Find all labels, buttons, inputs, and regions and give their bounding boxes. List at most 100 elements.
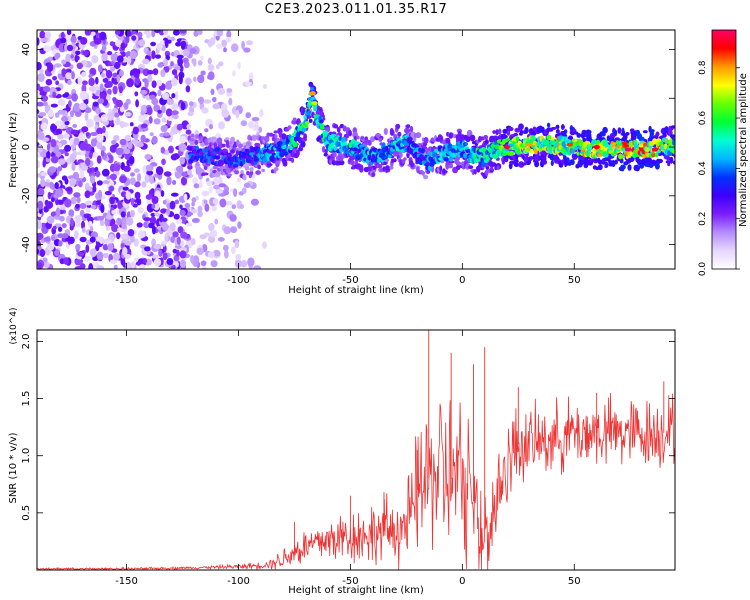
spectrogram-noise-mark (176, 54, 184, 59)
spectrogram-noise-mark (74, 230, 79, 240)
spectrogram-noise-mark (109, 196, 115, 205)
spectrogram-halo-mark (563, 129, 568, 134)
spectrogram-ridge-mark (191, 146, 197, 151)
spectrogram-noise-mark (54, 63, 62, 68)
spectrogram-halo-mark (442, 170, 448, 174)
spectrogram-noise-mark (115, 99, 124, 108)
spectrogram-ridge-mark (546, 134, 552, 141)
spectrogram-halo-mark (230, 136, 236, 143)
spectrogram-noise-mark (129, 210, 135, 218)
spectrogram-noise-mark (244, 81, 252, 86)
spectrogram-noise-mark (151, 135, 158, 145)
spectrogram-noise-mark (197, 30, 203, 35)
spectrogram-noise-mark (125, 191, 132, 200)
y-tick-label: 0.5 (21, 505, 32, 521)
spectrogram-noise-mark (58, 158, 66, 165)
spectrogram-noise-mark (145, 164, 154, 172)
spectrogram-ridge-mark (447, 143, 453, 149)
spectrogram-noise-mark (157, 89, 162, 97)
spectrogram-noise-mark (176, 236, 181, 245)
spectrogram-noise-mark (120, 191, 127, 198)
spectrogram-noise-mark (39, 30, 46, 37)
spectrogram-ridge-mark (463, 152, 468, 159)
spectrogram-halo-mark (561, 125, 565, 129)
spectrogram-halo-mark (303, 133, 307, 141)
spectrogram-noise-mark (40, 94, 49, 102)
spectrogram-noise-mark (148, 116, 153, 124)
spectrogram-noise-mark (129, 50, 137, 59)
spectrogram-halo-mark (640, 136, 645, 142)
spectrogram-noise-mark (72, 123, 78, 128)
spectrogram-noise-mark (137, 31, 143, 38)
spectrogram-halo-mark (371, 172, 376, 178)
colorbar-gradient (711, 29, 737, 270)
spectrogram-noise-mark (64, 198, 72, 208)
spectrogram-ridge-mark (298, 130, 304, 135)
spectrogram-ridge-mark (309, 100, 313, 106)
spectrogram-noise-mark (136, 173, 142, 182)
spectrogram-noise-mark (57, 109, 66, 115)
x-tick-label: -100 (227, 576, 250, 587)
snr-panel: -150 -100 -50 0 50 0.5 1.0 1.5 2.0 Height of st… (8, 307, 676, 596)
spectrogram-noise-mark (198, 96, 204, 105)
spectrogram-noise-mark (151, 97, 159, 106)
spectrogram-halo-mark (266, 132, 271, 138)
spectrogram-noise-mark (119, 69, 124, 77)
spectrogram-ridge-mark (232, 164, 239, 168)
spectrogram-noise-mark (157, 62, 164, 68)
spectrogram-noise-mark (89, 175, 96, 184)
spectrogram-ridge-mark (418, 147, 422, 152)
spectrogram-noise-mark (207, 57, 212, 65)
spectrogram-noise-mark (206, 180, 213, 187)
spectrogram-noise-mark (73, 192, 81, 198)
spectrogram-noise-mark (49, 181, 54, 189)
spectrogram-halo-mark (514, 127, 521, 133)
spectrogram-noise-mark (223, 226, 231, 235)
spectrogram-halo-mark (602, 126, 608, 134)
spectrogram-noise-mark (127, 141, 133, 150)
spectrogram-noise-mark (55, 128, 63, 136)
spectrogram-halo-mark (245, 141, 252, 147)
spectrogram-noise-mark (43, 101, 48, 107)
spectrogram-noise-mark (111, 224, 119, 233)
spectrogram-halo-mark (611, 160, 616, 167)
spectrogram-halo-mark (274, 166, 279, 172)
spectrogram-ridge-mark (235, 150, 240, 156)
spectrogram-noise-mark (160, 69, 166, 78)
spectrogram-halo-mark (292, 117, 297, 122)
spectrogram-noise-mark (187, 169, 192, 176)
spectrogram-noise-mark (138, 39, 146, 47)
spectrogram-noise-mark (171, 77, 178, 87)
spectrogram-ridge-mark (250, 159, 255, 166)
spectrogram-noise-mark (151, 30, 156, 38)
spectrogram-noise-mark (75, 243, 81, 250)
spectrogram-noise-mark (162, 92, 170, 100)
spectrogram-halo-mark (670, 125, 675, 129)
spectrogram-noise-mark (179, 30, 187, 34)
spectrogram-ridge-mark (214, 155, 221, 160)
spectrogram-noise-mark (89, 248, 97, 258)
spectrogram-halo-mark (264, 135, 270, 143)
spectrogram-halo-mark (212, 170, 217, 174)
spectrogram-noise-mark (79, 170, 85, 179)
spectrogram-ridge-mark (191, 156, 196, 160)
spectrogram-halo-mark (251, 134, 257, 141)
spectrogram-halo-mark (651, 159, 657, 165)
spectrogram-noise-mark (136, 199, 142, 206)
spectrogram-halo-mark (672, 160, 675, 165)
spectrogram-noise-mark (189, 48, 197, 54)
spectrogram-noise-mark (130, 261, 136, 269)
spectrogram-noise-mark (121, 220, 127, 230)
spectrogram-noise-mark (119, 120, 125, 129)
spectrogram-noise-mark (217, 87, 226, 95)
spectrogram-noise-mark (209, 124, 213, 130)
spectrogram-noise-mark (225, 36, 232, 43)
spectrogram-noise-mark (160, 190, 165, 197)
spectrogram-noise-mark (143, 258, 147, 264)
spectrogram-noise-mark (52, 91, 57, 99)
spectrogram-halo-mark (490, 166, 494, 172)
spectrogram-noise-mark (75, 219, 81, 228)
colorbar-tick-label: 0.4 (698, 161, 708, 176)
spectrogram-ridge-mark (620, 154, 625, 159)
spectrogram-noise-mark (222, 244, 229, 252)
